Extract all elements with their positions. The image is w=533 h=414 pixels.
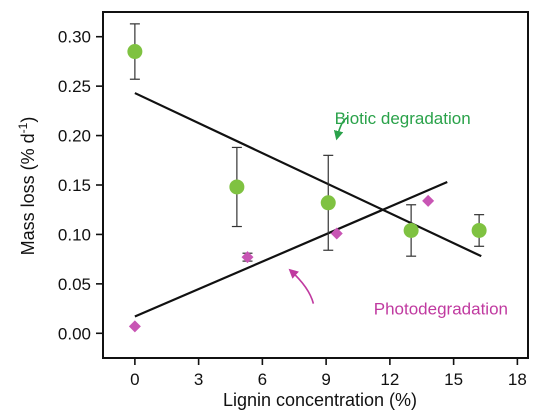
y-tick-label: 0.30 <box>58 28 91 47</box>
annotation-arrow <box>333 117 348 141</box>
x-tick-label: 12 <box>380 370 399 389</box>
biotic-point <box>127 44 143 60</box>
y-axis-title-main: Mass loss (% d <box>18 133 38 255</box>
annotation-label: Biotic degradation <box>335 109 471 128</box>
y-tick-label: 0.10 <box>58 225 91 244</box>
y-axis-title-sup: -1 <box>16 122 30 133</box>
biotic-fit-line <box>134 92 482 258</box>
fit-lines <box>134 92 482 318</box>
data-markers <box>127 44 487 333</box>
x-tick-label: 9 <box>321 370 330 389</box>
y-axis: 0.00 0.05 0.10 0.15 0.20 0.25 0.30 <box>58 28 103 343</box>
y-tick-label: 0.05 <box>58 275 91 294</box>
biotic-point <box>471 222 487 238</box>
x-tick-label: 15 <box>444 370 463 389</box>
y-axis-title-close: ) <box>18 117 38 123</box>
annotation-label: Photodegradation <box>374 300 508 319</box>
annotation-arrow <box>288 268 315 304</box>
x-axis: 0 3 6 9 12 15 18 <box>130 358 527 389</box>
biotic-point <box>229 179 245 195</box>
photo-point <box>422 194 435 207</box>
x-axis-title: Lignin concentration (%) <box>223 390 417 410</box>
x-tick-label: 3 <box>194 370 203 389</box>
photo-point <box>330 227 343 240</box>
y-axis-title: Mass loss (% d-1) <box>16 117 38 256</box>
photo-point <box>241 251 254 264</box>
y-tick-label: 0.00 <box>58 324 91 343</box>
photo-point <box>128 320 141 333</box>
x-tick-label: 0 <box>130 370 139 389</box>
annotations: Biotic degradation Photodegradation <box>288 109 508 319</box>
y-tick-label: 0.25 <box>58 77 91 96</box>
y-tick-label: 0.20 <box>58 127 91 146</box>
y-tick-label: 0.15 <box>58 176 91 195</box>
x-tick-label: 18 <box>508 370 527 389</box>
photo-fit-line <box>134 181 448 318</box>
biotic-point <box>403 222 419 238</box>
error-bars <box>129 23 485 262</box>
biotic-point <box>320 195 336 211</box>
x-tick-label: 6 <box>258 370 267 389</box>
